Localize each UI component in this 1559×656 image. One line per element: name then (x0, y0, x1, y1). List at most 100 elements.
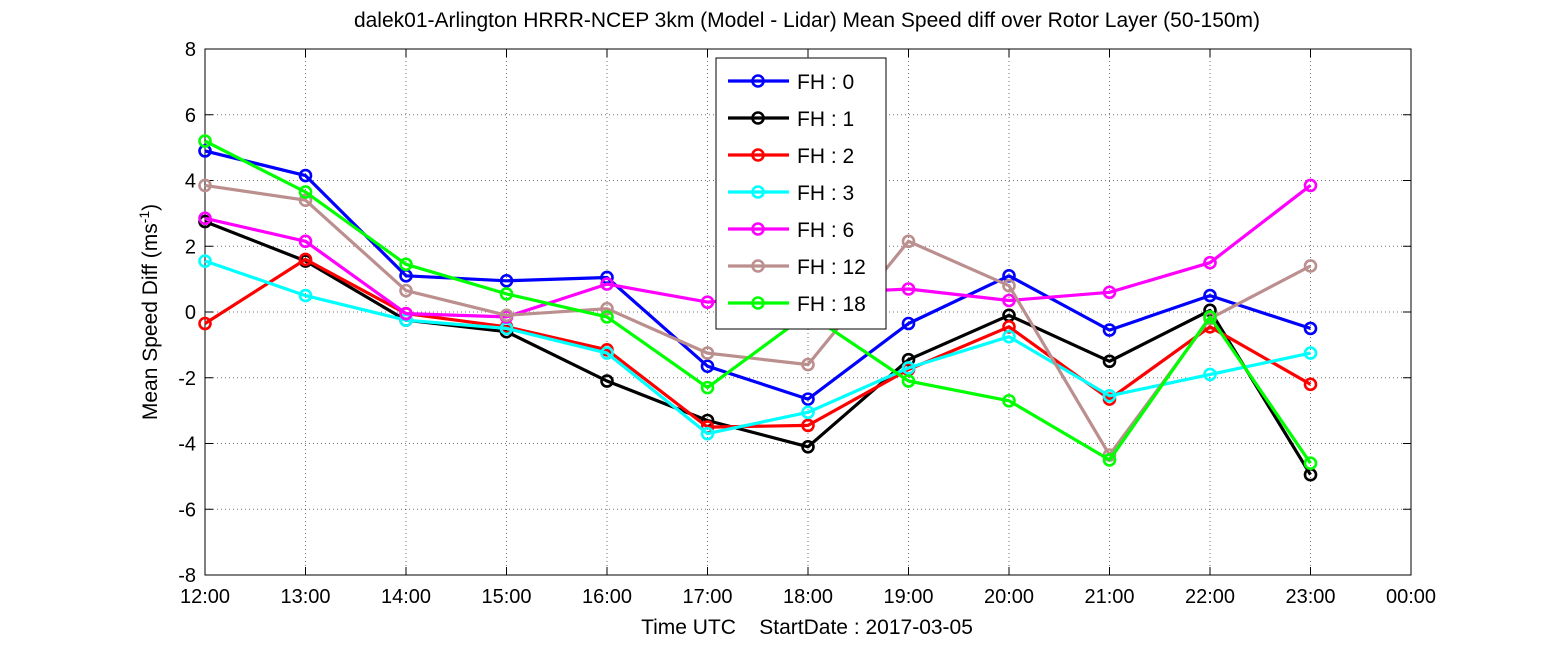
x-tick-label: 21:00 (1084, 586, 1134, 608)
y-tick-label: -6 (178, 499, 196, 521)
legend-swatch-marker (751, 259, 765, 273)
data-point (901, 282, 916, 296)
axis-ticks: 12:00 13:00 14:00 15:00 16:00 17:00 18:00 19:00… (178, 39, 1436, 608)
y-tick-label: -4 (178, 434, 196, 456)
series-7 (198, 134, 1318, 471)
data-point (298, 234, 313, 249)
data-point (901, 361, 916, 375)
data-point (1102, 354, 1117, 369)
data-point (399, 283, 413, 298)
legend-entry: FH : 2 (728, 145, 854, 168)
data-point (1303, 259, 1318, 273)
data-point (1002, 278, 1016, 293)
x-tick-label: 23:00 (1285, 586, 1335, 608)
data-point (801, 439, 815, 454)
data-point (700, 346, 715, 360)
data-point (801, 405, 815, 420)
data-point (198, 316, 212, 331)
data-point (298, 193, 313, 208)
series-line (204, 259, 1311, 436)
legend-swatch-marker (751, 185, 765, 199)
legend: FH : 0 FH : 1 FH : 2 FH : 3 FH : 6 FH : 12 FH … (715, 57, 887, 330)
data-point (1102, 323, 1117, 337)
data-point (198, 211, 212, 226)
data-point (600, 301, 614, 316)
data-point (700, 426, 715, 441)
data-point (700, 380, 715, 395)
chart-title: dalek01-Arlington HRRR-NCEP 3km (Model -… (354, 9, 1260, 32)
data-point (399, 257, 413, 272)
legend-swatch-marker (751, 296, 765, 310)
legend-swatch-marker (751, 111, 765, 125)
x-tick-label: 13:00 (280, 586, 330, 608)
data-point (901, 374, 916, 388)
data-point (1102, 285, 1117, 300)
data-point (1002, 293, 1016, 308)
x-tick-label: 00:00 (1386, 586, 1436, 608)
legend-label: FH : 1 (797, 108, 854, 131)
data-point (700, 295, 715, 309)
y-tick-label: 6 (185, 105, 196, 127)
y-tick-label: 8 (185, 39, 196, 61)
data-point (1303, 467, 1318, 482)
data-point (1303, 178, 1318, 193)
y-tick-label: -8 (178, 565, 196, 587)
legend-entry: FH : 0 (728, 71, 854, 94)
data-point (1303, 456, 1318, 471)
data-point (700, 359, 715, 374)
series-line (204, 220, 1312, 476)
data-point (1303, 377, 1318, 392)
data-point (801, 392, 815, 406)
data-point (298, 252, 313, 267)
data-point (801, 357, 815, 372)
data-point (1203, 367, 1217, 382)
legend-label: FH : 6 (797, 219, 854, 242)
data-point (1002, 329, 1016, 344)
y-tick-label: 4 (185, 171, 196, 193)
legend-label: FH : 2 (797, 145, 854, 168)
data-point (499, 273, 514, 288)
x-tick-label: 20:00 (984, 586, 1034, 608)
data-point (1102, 389, 1117, 403)
y-tick-label: 2 (185, 236, 196, 258)
legend-label: FH : 18 (797, 293, 866, 316)
series-line (204, 139, 1312, 465)
data-point (1203, 288, 1217, 303)
legend-entry: FH : 1 (728, 108, 854, 131)
legend-entry: FH : 3 (728, 182, 854, 205)
series-6 (198, 178, 1318, 462)
legend-label: FH : 3 (797, 182, 854, 205)
legend-swatch-marker (751, 222, 765, 236)
y-tick-label: 0 (185, 302, 196, 324)
x-tick-label: 15:00 (481, 586, 531, 608)
series-4 (198, 254, 1318, 441)
y-axis-label: Mean Speed Diff (ms-1) (136, 204, 162, 420)
data-point (600, 346, 614, 360)
data-point (298, 168, 313, 183)
x-tick-label: 17:00 (682, 586, 732, 608)
data-point (1303, 321, 1318, 336)
x-tick-label: 16:00 (582, 586, 632, 608)
x-tick-label: 19:00 (883, 586, 933, 608)
series-line (204, 257, 1312, 429)
data-point (801, 418, 815, 433)
data-point (298, 185, 313, 199)
data-point (1203, 310, 1217, 324)
data-point (1002, 393, 1016, 408)
x-tick-label: 12:00 (180, 586, 230, 608)
data-point (198, 178, 212, 193)
data-point (499, 287, 514, 301)
data-point (198, 254, 212, 268)
data-point (1203, 255, 1217, 270)
legend-entry: FH : 18 (728, 293, 866, 316)
data-point (600, 374, 614, 388)
data-point (901, 234, 916, 249)
data-point (499, 308, 514, 323)
data-point (1102, 453, 1117, 467)
legend-swatch-marker (751, 74, 765, 88)
legend-label: FH : 12 (797, 256, 866, 279)
x-tick-label: 22:00 (1185, 586, 1235, 608)
legend-swatch-marker (751, 148, 765, 162)
legend-entry: FH : 12 (728, 256, 866, 279)
